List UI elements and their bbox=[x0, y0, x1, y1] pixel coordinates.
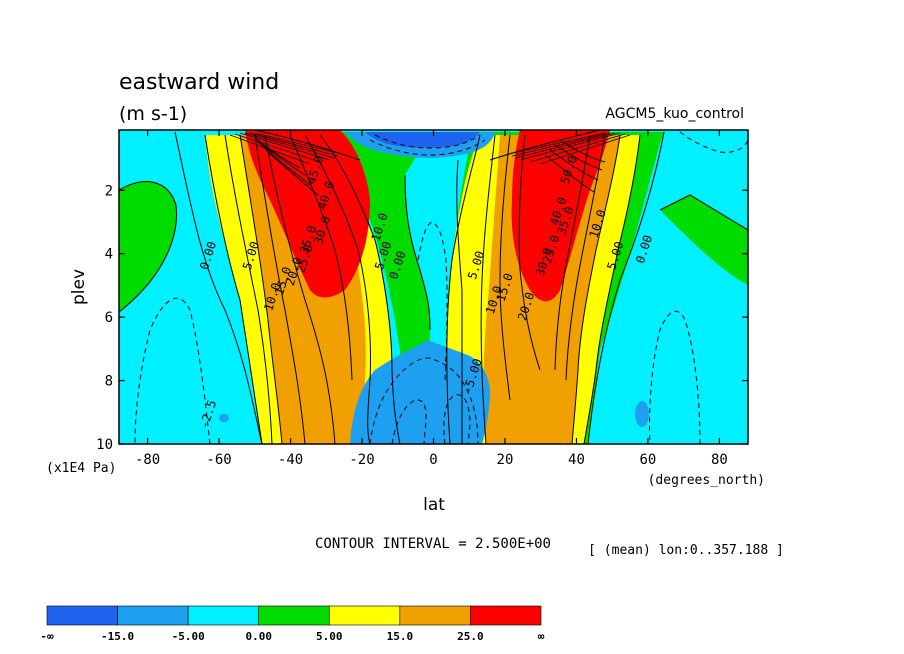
fill-deep-blue-strat bbox=[365, 132, 480, 148]
y-tick-label: 4 bbox=[105, 247, 113, 263]
y-tick-label: 10 bbox=[96, 437, 113, 453]
colorbar-swatch bbox=[46, 605, 118, 626]
y-tick-label: 6 bbox=[105, 310, 113, 326]
colorbar-swatch bbox=[258, 605, 330, 626]
colorbar: -∞ -15.0 -5.00 0.00 5.00 15.0 25.0 ∞ bbox=[40, 605, 545, 643]
x-tick-label: 60 bbox=[640, 452, 657, 468]
plot-area: 0.00 5.0010.015.020.025.030.035.040.045.0… bbox=[119, 130, 748, 444]
contour-interval-text: CONTOUR INTERVAL = 2.500E+00 bbox=[315, 536, 551, 552]
colorbar-swatch bbox=[328, 605, 401, 626]
colorbar-label: 15.0 bbox=[387, 630, 414, 643]
colorbar-label: -15.0 bbox=[101, 630, 134, 643]
fill-red-sh-jet bbox=[245, 130, 370, 298]
fill-green-west bbox=[119, 181, 177, 312]
colorbar-swatch bbox=[399, 605, 471, 626]
mean-text: [ (mean) lon:0..357.188 ] bbox=[588, 543, 784, 558]
y-axis-label: plev bbox=[69, 269, 89, 305]
x-tick-label: 20 bbox=[497, 452, 514, 468]
fill-red-nh-jet bbox=[511, 130, 610, 302]
colorbar-swatch bbox=[117, 605, 189, 626]
colorbar-swatch bbox=[187, 605, 260, 626]
x-tick-label: 0 bbox=[429, 452, 437, 468]
colorbar-swatch bbox=[470, 605, 542, 626]
chart-title: eastward wind bbox=[119, 70, 279, 95]
x-tick-label: -80 bbox=[135, 452, 160, 468]
x-axis: -80 -60 -40 -20 0 20 40 60 80 bbox=[135, 130, 728, 468]
y-tick-label: 8 bbox=[105, 374, 113, 390]
x-tick-label: -20 bbox=[349, 452, 374, 468]
x-axis-label: lat bbox=[423, 495, 445, 515]
x-tick-label: 40 bbox=[568, 452, 585, 468]
run-label: AGCM5_kuo_control bbox=[605, 106, 744, 122]
colorbar-label: 0.00 bbox=[245, 630, 272, 643]
fill-blue-tropics bbox=[350, 340, 490, 444]
y-tick-label: 2 bbox=[105, 183, 113, 199]
chart-units: (m s-1) bbox=[119, 103, 187, 125]
fill-blue-spot-sh bbox=[219, 414, 229, 422]
contour-lines bbox=[119, 130, 748, 444]
x-tick-label: -40 bbox=[278, 452, 303, 468]
colorbar-label: -5.00 bbox=[172, 630, 205, 643]
colorbar-label: 5.00 bbox=[316, 630, 343, 643]
x-tick-label: 80 bbox=[711, 452, 728, 468]
colorbar-label: 25.0 bbox=[457, 630, 484, 643]
fill-green-nh-tail bbox=[660, 195, 748, 285]
x-unit-label: (degrees_north) bbox=[648, 473, 765, 488]
negative-contours bbox=[134, 131, 748, 444]
y-axis: 2 4 6 8 10 bbox=[96, 183, 748, 453]
colorbar-label: -∞ bbox=[40, 630, 54, 643]
fill-blue-spot-nh bbox=[635, 401, 649, 427]
jet-core-contours bbox=[229, 132, 631, 165]
x-tick-label: -60 bbox=[206, 452, 231, 468]
y-unit-label: (x1E4 Pa) bbox=[46, 461, 116, 476]
colorbar-label: ∞ bbox=[538, 630, 545, 643]
